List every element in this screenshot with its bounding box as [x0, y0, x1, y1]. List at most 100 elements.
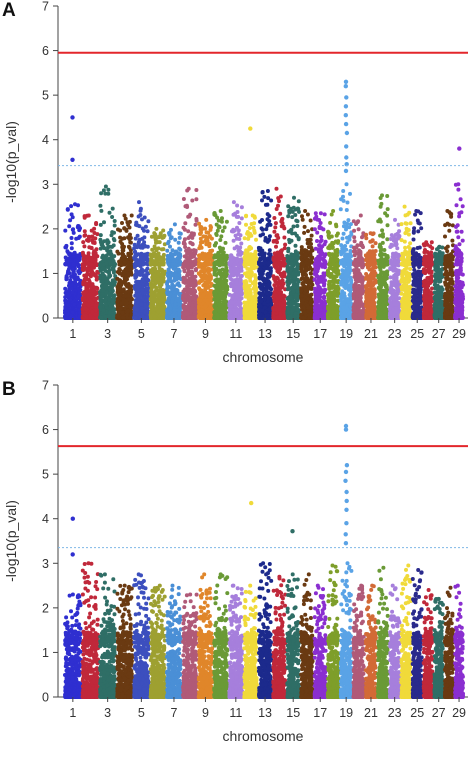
- data-point: [67, 283, 72, 288]
- data-point: [223, 257, 228, 262]
- data-point: [162, 233, 167, 238]
- data-point: [129, 213, 134, 218]
- data-point: [66, 312, 71, 316]
- data-point: [64, 245, 68, 250]
- data-point: [172, 308, 177, 313]
- data-point: [133, 257, 138, 262]
- data-point: [83, 306, 88, 311]
- data-point: [107, 314, 111, 319]
- data-point: [177, 235, 182, 240]
- data-point: [168, 273, 173, 278]
- data-point: [173, 270, 178, 275]
- data-point: [90, 309, 95, 314]
- data-point: [81, 292, 86, 296]
- data-point: [199, 315, 204, 320]
- data-point: [69, 236, 74, 240]
- data-point: [159, 258, 164, 263]
- data-point: [192, 315, 197, 320]
- data-point: [206, 301, 211, 306]
- data-point: [177, 291, 182, 296]
- data-point: [129, 284, 133, 289]
- data-point: [190, 254, 195, 259]
- data-point: [82, 257, 87, 262]
- data-point: [157, 265, 162, 270]
- data-point: [84, 287, 89, 291]
- data-point: [221, 299, 226, 304]
- data-point: [110, 306, 115, 311]
- data-point: [150, 247, 155, 252]
- data-point: [213, 271, 218, 276]
- data-point: [126, 308, 130, 313]
- data-point: [143, 224, 148, 229]
- data-point: [186, 262, 191, 267]
- data-point: [165, 248, 170, 253]
- data-point: [187, 258, 192, 263]
- data-point: [204, 242, 209, 247]
- data-point: [187, 302, 191, 307]
- data-point: [106, 187, 111, 192]
- data-point: [145, 316, 150, 320]
- data-point: [119, 301, 124, 306]
- data-point: [72, 302, 77, 307]
- data-point: [104, 261, 109, 266]
- data-point: [128, 300, 133, 305]
- data-point: [65, 207, 70, 212]
- data-point: [177, 302, 182, 307]
- data-point: [190, 242, 195, 247]
- data-point: [141, 252, 145, 257]
- data-point: [212, 255, 217, 260]
- data-point: [107, 210, 112, 215]
- data-point: [197, 221, 202, 226]
- data-point: [215, 278, 220, 283]
- data-point: [134, 280, 139, 284]
- data-point: [116, 285, 121, 290]
- data-point: [71, 230, 76, 235]
- data-point: [206, 270, 211, 275]
- data-point: [199, 278, 204, 283]
- data-point: [160, 297, 165, 302]
- data-point: [73, 202, 77, 207]
- data-point: [126, 272, 131, 276]
- data-point: [193, 267, 198, 272]
- data-point: [157, 283, 162, 288]
- data-point: [127, 219, 132, 224]
- data-point: [135, 285, 140, 290]
- data-point: [190, 303, 195, 308]
- data-point: [81, 282, 86, 287]
- data-point: [186, 236, 191, 240]
- data-point: [133, 250, 137, 255]
- data-point: [212, 211, 217, 215]
- data-point: [68, 258, 73, 263]
- data-point: [188, 297, 193, 301]
- data-point: [93, 308, 98, 313]
- panel-label: A: [2, 0, 16, 22]
- y-tick-label: 6: [42, 44, 49, 58]
- data-point: [80, 262, 85, 267]
- data-point: [156, 277, 161, 282]
- data-point: [138, 213, 143, 217]
- data-point: [161, 247, 166, 252]
- data-point: [169, 255, 174, 260]
- data-point: [84, 254, 89, 259]
- data-point: [192, 259, 197, 264]
- data-point: [204, 237, 209, 242]
- data-point: [205, 279, 210, 284]
- data-point: [212, 266, 217, 271]
- data-point: [201, 234, 206, 239]
- data-points: [63, 79, 465, 320]
- data-point: [77, 282, 81, 287]
- data-point: [186, 229, 191, 234]
- data-point: [128, 240, 133, 245]
- data-point: [198, 272, 203, 277]
- data-point: [145, 229, 150, 234]
- data-point: [66, 293, 71, 298]
- data-point: [215, 215, 220, 220]
- data-point: [125, 315, 130, 320]
- data-point: [133, 236, 138, 241]
- chromosome-7-points: [165, 222, 183, 320]
- data-point: [138, 294, 143, 299]
- data-point: [64, 275, 69, 280]
- data-point: [105, 241, 110, 246]
- data-point: [153, 266, 157, 271]
- data-point: [117, 306, 122, 311]
